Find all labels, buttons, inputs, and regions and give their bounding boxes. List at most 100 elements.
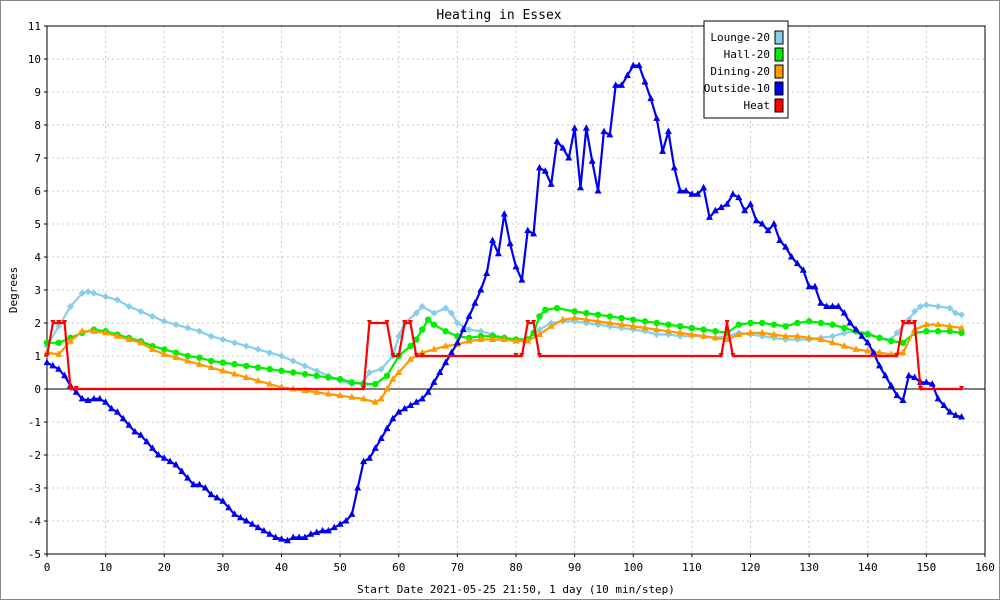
data-point <box>881 371 889 379</box>
data-point <box>582 315 590 323</box>
data-point <box>542 306 549 313</box>
data-point <box>829 338 837 346</box>
data-point <box>712 328 719 335</box>
data-point <box>911 373 919 380</box>
data-point <box>594 187 602 194</box>
data-point <box>196 354 203 361</box>
data-point <box>606 130 614 138</box>
data-point <box>641 323 649 331</box>
data-point <box>946 304 954 312</box>
data-point <box>571 308 578 315</box>
data-point <box>893 391 901 399</box>
data-point <box>55 365 63 372</box>
data-point <box>477 335 485 342</box>
data-point <box>519 353 525 358</box>
legend-swatch <box>774 30 784 45</box>
data-point <box>817 335 825 342</box>
data-point <box>647 94 655 102</box>
data-point <box>793 259 801 267</box>
data-point <box>131 427 139 435</box>
data-point <box>389 414 397 422</box>
data-point <box>630 316 637 323</box>
data-point <box>788 253 796 260</box>
data-point <box>55 339 62 346</box>
data-point <box>747 319 754 327</box>
data-point <box>172 321 180 329</box>
data-point <box>500 210 508 217</box>
data-point <box>934 394 942 402</box>
data-point <box>906 320 912 325</box>
series-heat <box>44 320 965 391</box>
data-point <box>413 353 419 358</box>
data-point <box>377 394 385 402</box>
x-tick-label: 80 <box>509 561 522 574</box>
data-point <box>90 327 98 334</box>
data-point <box>805 333 813 341</box>
data-point <box>688 330 696 338</box>
data-point <box>559 144 567 151</box>
data-point <box>301 362 309 370</box>
data-point <box>776 236 784 243</box>
data-point <box>154 451 162 458</box>
y-tick-label: 3 <box>34 284 41 297</box>
data-point <box>506 239 514 247</box>
data-point <box>254 364 262 371</box>
x-tick-label: 160 <box>975 561 995 574</box>
data-point <box>448 348 456 356</box>
x-tick-label: 120 <box>741 561 761 574</box>
y-tick-label: -4 <box>28 515 42 528</box>
data-point <box>465 337 473 344</box>
data-point <box>805 318 813 325</box>
data-point <box>840 342 848 349</box>
data-point <box>90 289 98 297</box>
data-point <box>172 353 180 361</box>
data-point <box>266 380 274 387</box>
data-point <box>594 317 602 324</box>
data-point <box>729 190 737 197</box>
data-point <box>348 379 356 386</box>
data-point <box>207 357 215 365</box>
data-point <box>952 411 960 418</box>
data-point <box>324 389 332 397</box>
data-point <box>207 363 215 371</box>
data-point <box>254 345 262 353</box>
data-point <box>113 296 121 304</box>
data-point <box>676 187 684 194</box>
data-point <box>90 394 98 402</box>
data-point <box>940 401 948 408</box>
data-point <box>946 408 954 415</box>
data-point <box>453 338 461 346</box>
data-point <box>928 380 936 387</box>
data-point <box>295 533 303 540</box>
data-point <box>289 533 297 540</box>
data-point <box>84 288 92 296</box>
data-point <box>606 313 613 320</box>
data-point <box>336 391 344 399</box>
data-point <box>430 345 438 352</box>
data-point <box>805 282 813 290</box>
data-point <box>55 322 63 330</box>
data-point <box>66 303 74 310</box>
legend-swatch <box>774 64 784 79</box>
data-point <box>641 78 649 85</box>
data-point <box>119 414 127 422</box>
data-point <box>629 61 637 69</box>
data-point <box>201 484 209 491</box>
y-tick-label: -1 <box>28 416 41 429</box>
data-point <box>782 323 789 330</box>
data-point <box>918 386 924 391</box>
data-point <box>535 330 543 338</box>
data-point <box>319 526 327 534</box>
data-point <box>442 358 450 366</box>
data-point <box>184 356 192 364</box>
data-point <box>512 337 520 344</box>
data-point <box>430 321 438 328</box>
data-point <box>588 157 596 164</box>
legend-swatch <box>774 47 784 62</box>
x-tick-label: 50 <box>334 561 347 574</box>
data-point <box>459 325 467 333</box>
series-dining-20 <box>43 314 966 405</box>
data-point <box>184 352 191 360</box>
data-point <box>178 467 186 474</box>
